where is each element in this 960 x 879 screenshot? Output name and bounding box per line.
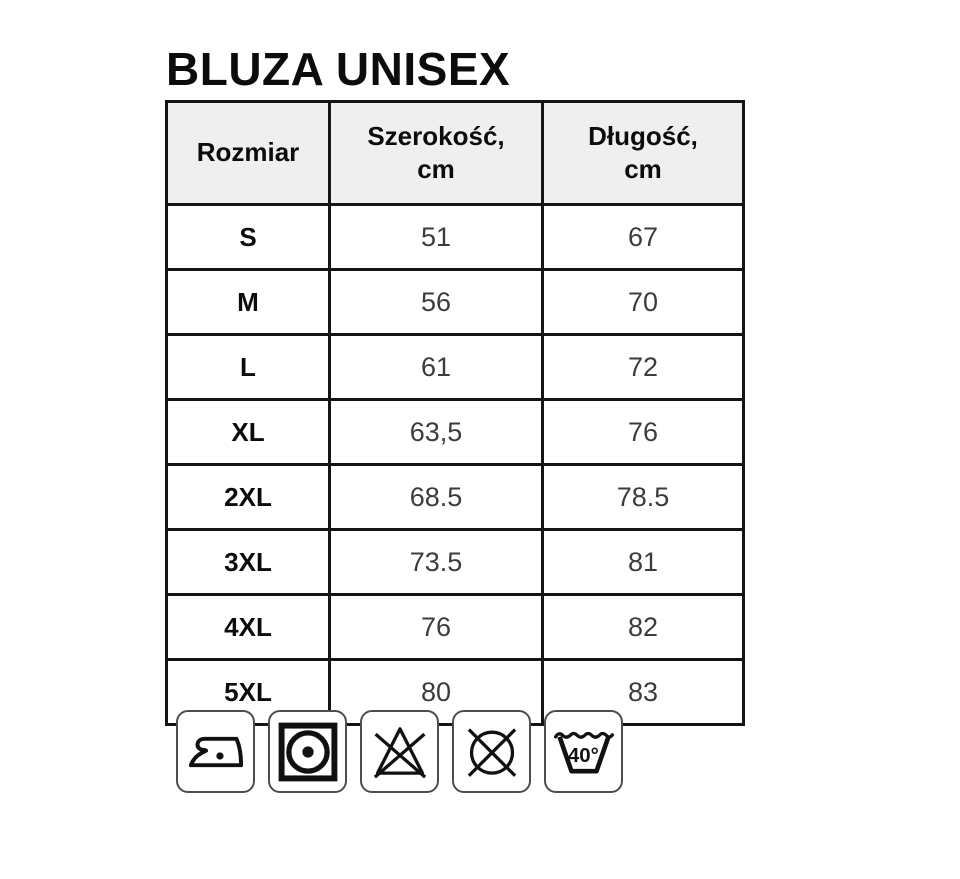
size-cell: 4XL xyxy=(165,593,331,661)
column-header-unit: cm xyxy=(624,154,662,184)
table-row: M 56 70 xyxy=(165,268,745,336)
length-cell: 78.5 xyxy=(541,463,745,531)
table-row: 3XL 73.5 81 xyxy=(165,528,745,596)
table-row: S 51 67 xyxy=(165,203,745,271)
column-header-szerokosc: Szerokość, cm xyxy=(328,100,544,206)
size-cell: XL xyxy=(165,398,331,466)
table-row: 2XL 68.5 78.5 xyxy=(165,463,745,531)
width-cell: 61 xyxy=(328,333,544,401)
iron-one-dot-icon xyxy=(176,710,255,793)
size-cell: L xyxy=(165,333,331,401)
column-header-label: Rozmiar xyxy=(196,137,300,168)
care-symbols-row: 40° xyxy=(176,710,623,793)
length-cell: 82 xyxy=(541,593,745,661)
size-cell: 2XL xyxy=(165,463,331,531)
width-cell: 63,5 xyxy=(328,398,544,466)
width-cell: 51 xyxy=(328,203,544,271)
column-header-dlugosc: Długość, cm xyxy=(541,100,745,206)
column-header-rozmiar: Rozmiar xyxy=(165,100,331,206)
length-cell: 76 xyxy=(541,398,745,466)
table-row: L 61 72 xyxy=(165,333,745,401)
table-row: XL 63,5 76 xyxy=(165,398,745,466)
width-cell: 76 xyxy=(328,593,544,661)
column-header-label: Szerokość, xyxy=(367,120,505,151)
width-cell: 56 xyxy=(328,268,544,336)
do-not-bleach-icon xyxy=(360,710,439,793)
width-cell: 73.5 xyxy=(328,528,544,596)
page-title: BLUZA UNISEX xyxy=(166,43,511,95)
width-cell: 68.5 xyxy=(328,463,544,531)
length-cell: 81 xyxy=(541,528,745,596)
do-not-dry-clean-icon xyxy=(452,710,531,793)
length-cell: 70 xyxy=(541,268,745,336)
column-header-unit: cm xyxy=(417,154,455,184)
size-cell: 3XL xyxy=(165,528,331,596)
column-header-label: Długość, xyxy=(588,120,698,151)
size-cell: M xyxy=(165,268,331,336)
length-cell: 72 xyxy=(541,333,745,401)
length-cell: 67 xyxy=(541,203,745,271)
wash-40-icon: 40° xyxy=(544,710,623,793)
wash-temperature-label: 40° xyxy=(567,743,598,766)
table-row: 4XL 76 82 xyxy=(165,593,745,661)
tumble-dry-one-dot-icon xyxy=(268,710,347,793)
header-row: Rozmiar Szerokość, cm Długość, cm xyxy=(165,100,745,206)
size-chart-table: Rozmiar Szerokość, cm Długość, cm S 51 6… xyxy=(165,100,745,726)
size-cell: S xyxy=(165,203,331,271)
